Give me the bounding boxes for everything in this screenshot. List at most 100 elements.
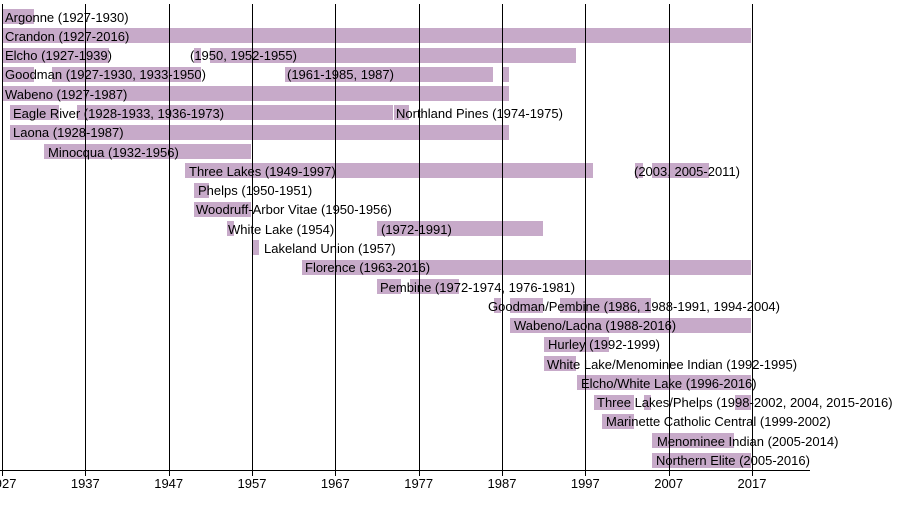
timeline-range-label: (1972-1991) [381, 221, 452, 237]
timeline-row-label: White Lake (1954) [228, 221, 335, 237]
timeline-row-label: Laona (1928-1987) [13, 125, 124, 141]
axis-tick-1987 [502, 470, 503, 476]
axis-tick-label-1957: 1957 [237, 476, 267, 491]
timeline-bar [643, 394, 651, 410]
axis-tick-label-1947: 1947 [154, 476, 184, 491]
timeline-row-label: Crandon (1927-2016) [5, 28, 130, 44]
timeline-bar [635, 163, 643, 179]
timeline-row-label: Eagle River (1928-1933, 1936-1973) [13, 105, 225, 121]
timeline-row-label: Northern Elite (2005-2016) [656, 453, 810, 468]
timeline-bar [493, 298, 501, 314]
gridline-1937 [85, 4, 87, 470]
timeline-row-label: Lakeland Union (1957) [264, 240, 396, 256]
timeline-bar [2, 9, 35, 24]
timeline-bar [2, 86, 510, 102]
timeline-bar [652, 163, 710, 179]
timeline-bar [543, 336, 610, 352]
timeline-bar [410, 279, 460, 294]
gridline-1947 [168, 4, 170, 470]
timeline-row-label: Wabeno/Laona (1988-2016) [514, 318, 677, 333]
timeline-bar [593, 394, 635, 410]
timeline-bar [43, 144, 251, 159]
timeline-bar [193, 47, 201, 63]
gridline-1927 [2, 4, 3, 470]
timeline-bar [502, 66, 510, 82]
axis-tick-label-1967: 1967 [320, 476, 350, 491]
timeline-range-label: Northland Pines (1974-1975) [396, 105, 563, 121]
timeline-row-label: Wabeno (1927-1987) [5, 86, 128, 102]
timeline-bar [2, 47, 110, 63]
axis-tick-1957 [252, 470, 253, 476]
timeline-bar [285, 66, 493, 82]
timeline-bar [602, 413, 635, 429]
axis-tick-label-2017: 2017 [737, 476, 767, 491]
axis-tick-1947 [168, 470, 170, 476]
timeline-row-label: Three Lakes (1949-1997) [189, 163, 336, 179]
timeline-row-label: White Lake/Menominee Indian (1992-1995) [547, 356, 798, 372]
axis-tick-label-1987: 1987 [487, 476, 517, 491]
timeline-row-label: Marinette Catholic Central (1999-2002) [606, 414, 831, 430]
timeline-bar [227, 221, 235, 237]
timeline-bar [577, 375, 751, 391]
axis-tick-label-1927: 1927 [0, 476, 17, 491]
timeline-row-label: Florence (1963-2016) [305, 260, 431, 276]
timeline-bar [193, 182, 210, 198]
axis-tick-1927 [2, 470, 3, 476]
timeline-bar [652, 452, 751, 468]
axis-tick-1937 [85, 470, 87, 476]
axis-tick-1967 [335, 470, 337, 476]
timeline-row-label: Minocqua (1932-1956) [48, 144, 179, 160]
gridline-2007 [668, 4, 670, 470]
timeline-bar [302, 259, 751, 275]
timeline-bar [193, 201, 251, 217]
timeline-row-label: Menominee Indian (2005-2014) [657, 433, 839, 449]
timeline-bar [377, 279, 401, 294]
timeline-row-label: Goodman/Pembine (1986, 1988-1991, 1994-2… [488, 298, 780, 314]
axis-tick-2007 [668, 470, 670, 476]
x-axis-line [0, 470, 810, 471]
axis-tick-label-1937: 1937 [70, 476, 100, 491]
axis-tick-1977 [418, 470, 420, 476]
timeline-bar [52, 66, 201, 82]
timeline-range-label: (1961-1985, 1987) [287, 67, 394, 83]
timeline-row-label: Hurley (1992-1999) [548, 337, 661, 353]
timeline-bar [210, 47, 576, 63]
timeline-row-label: Woodruff-Arbor Vitae (1950-1956) [196, 202, 392, 218]
timeline-range-label: (1950, 1952-1955) [190, 48, 297, 64]
timeline-bar [185, 163, 593, 179]
axis-tick-label-2007: 2007 [654, 476, 684, 491]
timeline-bar [510, 298, 543, 314]
timeline-bar [560, 298, 651, 314]
timeline-row-label: Pembine (1972-1974, 1976-1981) [380, 279, 576, 295]
timeline-bar [2, 28, 751, 44]
gridline-1997 [585, 4, 587, 470]
timeline-row-label: Three Lakes/Phelps (1998-2002, 2004, 201… [597, 395, 893, 411]
timeline-bar [2, 66, 35, 82]
axis-tick-1997 [585, 470, 587, 476]
timeline-row-label: Goodman (1927-1930, 1933-1950) [5, 67, 206, 83]
timeline-row-label: Argonne (1927-1930) [5, 9, 129, 25]
timeline-bar [652, 433, 735, 449]
timeline-row-label: Elcho/White Lake (1996-2016) [581, 375, 757, 391]
timeline-bar [77, 105, 393, 121]
gridline-1957 [252, 4, 253, 470]
timeline-bar [543, 356, 576, 372]
axis-tick-2017 [752, 470, 753, 476]
timeline-row-label: Phelps (1950-1951) [198, 183, 313, 198]
gridline-1987 [502, 4, 503, 470]
timeline-bar [377, 221, 543, 237]
axis-tick-label-1997: 1997 [570, 476, 600, 491]
gridline-2017 [752, 4, 753, 470]
timeline-bar [510, 317, 751, 333]
timeline-bar [735, 394, 751, 410]
timeline-bar [10, 124, 510, 140]
timeline-bar [10, 105, 60, 121]
gridline-1977 [418, 4, 420, 470]
gridline-1967 [335, 4, 337, 470]
timeline-bar [393, 105, 410, 121]
timeline-row-label: Elcho (1927-1939) [5, 48, 112, 64]
timeline-range-label: (2003, 2005-2011) [634, 163, 741, 179]
timeline-bar [252, 240, 260, 256]
axis-tick-label-1977: 1977 [404, 476, 434, 491]
